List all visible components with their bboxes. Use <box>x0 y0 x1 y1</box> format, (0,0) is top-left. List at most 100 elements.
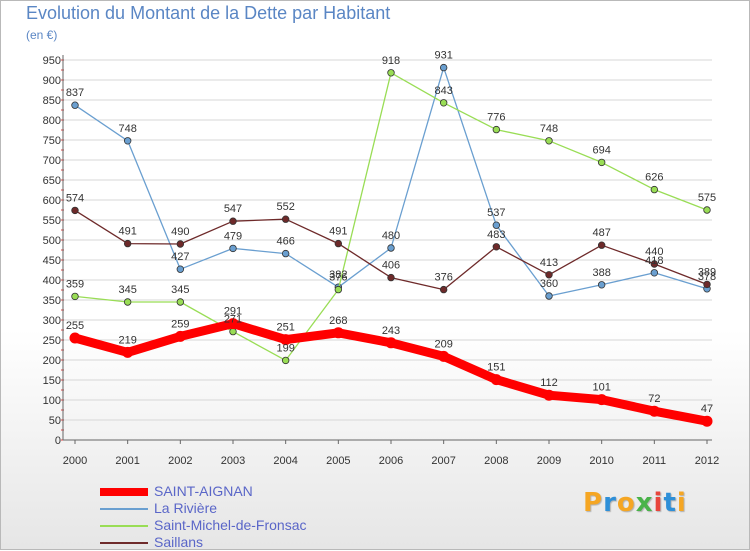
data-label: 382 <box>329 269 347 281</box>
data-point <box>545 271 553 279</box>
y-tick-label: 900 <box>43 75 61 87</box>
data-point <box>281 249 290 258</box>
data-label: 479 <box>224 230 242 242</box>
data-label: 918 <box>382 55 400 67</box>
y-tick-label: 750 <box>43 135 61 147</box>
data-label: 575 <box>698 192 716 204</box>
data-label: 480 <box>382 230 400 242</box>
data-point <box>650 260 659 268</box>
x-tick-label: 2010 <box>589 455 613 467</box>
data-point <box>650 269 659 277</box>
data-point <box>227 318 239 330</box>
x-tick-label: 2008 <box>484 455 508 467</box>
data-label: 291 <box>224 306 242 318</box>
data-point <box>492 125 501 134</box>
y-tick-label: 500 <box>43 235 61 247</box>
x-tick-label: 2007 <box>431 455 455 467</box>
data-label: 378 <box>698 271 716 283</box>
data-point <box>229 217 237 225</box>
data-label: 259 <box>171 318 189 330</box>
legend-label: SAINT-AIGNAN <box>154 483 253 499</box>
data-point <box>387 244 395 252</box>
data-label: 251 <box>276 322 294 334</box>
y-tick-label: 700 <box>43 155 61 167</box>
data-point <box>703 206 711 214</box>
data-point <box>334 239 343 248</box>
data-label: 552 <box>276 201 294 213</box>
data-point <box>123 239 132 248</box>
y-tick-label: 50 <box>49 415 61 427</box>
data-label: 345 <box>118 284 136 296</box>
data-point <box>176 298 185 306</box>
legend-swatch <box>100 525 148 527</box>
data-point <box>174 330 186 342</box>
y-tick-label: 350 <box>43 295 61 307</box>
data-label: 389 <box>698 266 716 278</box>
data-point <box>280 334 292 346</box>
data-label: 694 <box>592 144 610 156</box>
y-tick-label: 250 <box>43 335 61 347</box>
y-tick-label: 100 <box>43 395 61 407</box>
x-tick-label: 2006 <box>379 455 403 467</box>
data-point <box>597 158 606 167</box>
data-point <box>701 415 713 427</box>
data-label: 487 <box>592 227 610 239</box>
data-point <box>543 389 555 401</box>
data-point <box>597 281 606 289</box>
chart-unit-label: (en €) <box>26 28 58 42</box>
y-tick-label: 400 <box>43 275 61 287</box>
series-line-saint-michel-de-fronsac <box>74 72 708 362</box>
data-label: 466 <box>276 236 294 248</box>
data-label: 931 <box>434 50 452 62</box>
data-label: 345 <box>171 284 189 296</box>
data-label: 537 <box>487 207 505 219</box>
data-point <box>71 101 79 109</box>
data-point <box>439 63 448 72</box>
y-tick-label: 300 <box>43 315 61 327</box>
legend-swatch <box>100 488 148 496</box>
data-point <box>69 332 81 344</box>
y-tick-label: 150 <box>43 375 61 387</box>
legend-label: La Rivière <box>154 500 218 516</box>
data-label: 72 <box>648 393 660 405</box>
legend-swatch <box>100 508 148 510</box>
y-tick-label: 0 <box>55 435 61 447</box>
data-point <box>438 350 450 362</box>
data-point <box>176 240 185 248</box>
data-point <box>71 206 79 215</box>
data-label: 199 <box>276 342 294 354</box>
data-point <box>385 337 397 349</box>
x-tick-label: 2012 <box>695 455 719 467</box>
y-tick-label: 800 <box>43 115 61 127</box>
data-label: 255 <box>66 320 84 332</box>
data-label: 547 <box>224 203 242 215</box>
data-label: 748 <box>118 123 136 135</box>
data-label: 843 <box>434 85 452 97</box>
data-label: 483 <box>487 229 505 241</box>
data-label: 776 <box>487 112 505 124</box>
data-label: 748 <box>540 123 558 135</box>
data-point <box>597 241 606 249</box>
data-point <box>281 215 290 223</box>
legend-swatch <box>100 542 148 544</box>
chart-title: Evolution du Montant de la Dette par Hab… <box>26 3 391 23</box>
data-point <box>439 99 448 107</box>
data-label: 151 <box>487 362 505 374</box>
legend-label: Saint-Michel-de-Fronsac <box>154 517 307 533</box>
data-point <box>123 137 132 145</box>
data-label: 359 <box>66 278 84 290</box>
y-tick-label: 450 <box>43 255 61 267</box>
data-point <box>545 137 553 145</box>
x-tick-label: 2001 <box>115 455 139 467</box>
y-tick-label: 850 <box>43 95 61 107</box>
data-label: 47 <box>701 403 713 415</box>
data-point <box>596 394 608 406</box>
data-point <box>492 243 501 251</box>
y-tick-label: 550 <box>43 215 61 227</box>
x-tick-label: 2003 <box>221 455 245 467</box>
data-label: 491 <box>329 226 347 238</box>
data-label: 388 <box>592 267 610 279</box>
grid-lines <box>63 59 712 441</box>
